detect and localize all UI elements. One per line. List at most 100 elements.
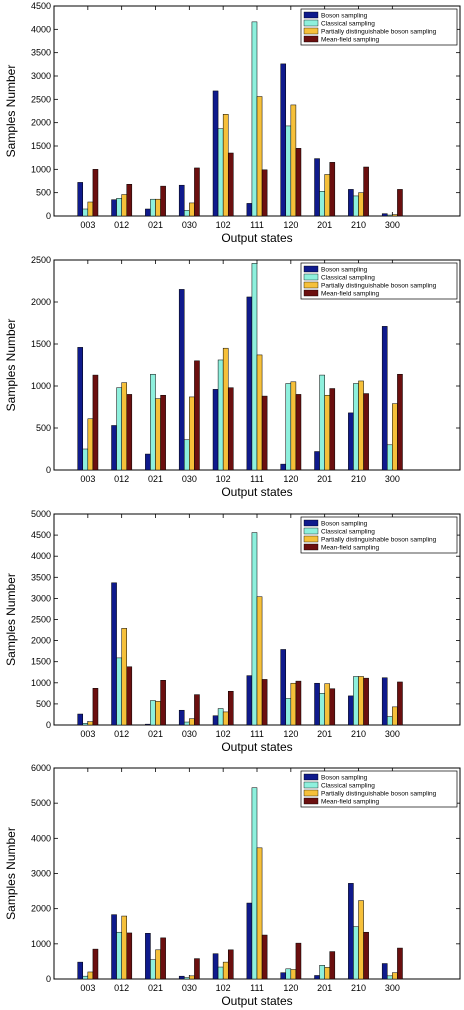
y-tick-label: 3000 [31, 869, 51, 879]
bar-102-series-4 [227, 387, 234, 471]
bar-210-series-3 [358, 900, 364, 980]
bar-012-series-2 [116, 198, 122, 217]
bar-210-series-4 [363, 677, 369, 726]
bar-003-series-2 [82, 448, 89, 471]
bar-021-series-4 [160, 680, 166, 726]
bar-012-series-4 [126, 394, 133, 471]
bar-012-series-1 [111, 914, 117, 980]
y-tick-label: 0 [46, 211, 51, 221]
x-tick-label: 102 [216, 983, 231, 993]
y-tick-label: 4000 [31, 551, 51, 561]
y-tick-label: 1000 [31, 164, 51, 174]
bar-300-series-2 [387, 444, 393, 471]
bar-102-series-3 [222, 347, 229, 471]
legend [300, 516, 458, 554]
bar-021-series-1 [145, 933, 151, 980]
bar-111-series-2 [251, 532, 258, 726]
bar-111-series-4 [261, 679, 268, 726]
bar-012-series-3 [121, 915, 127, 980]
bar-201-series-1 [314, 682, 320, 726]
legend-swatch [303, 273, 319, 281]
bar-021-series-3 [155, 949, 161, 980]
y-axis-label: Samples Number [4, 319, 18, 412]
legend-entry: Boson sampling [321, 267, 368, 274]
x-tick-label: 030 [182, 220, 197, 230]
bar-201-series-2 [319, 693, 325, 726]
bar-300-series-3 [392, 706, 398, 726]
bar-030-series-3 [189, 202, 195, 217]
legend-entry: Mean-field sampling [321, 545, 380, 552]
bar-021-series-2 [150, 700, 156, 726]
bar-210-series-4 [363, 931, 369, 980]
bar-201-series-4 [329, 388, 336, 471]
x-tick-label: 021 [148, 220, 163, 230]
y-tick-label: 500 [36, 699, 51, 709]
bar-120-series-2 [285, 125, 292, 217]
y-tick-label: 500 [36, 188, 51, 198]
legend-swatch [303, 289, 319, 297]
bar-201-series-1 [314, 975, 320, 980]
bar-012-series-1 [111, 425, 117, 471]
bar-030-series-1 [178, 709, 185, 726]
x-tick-label: 003 [80, 220, 95, 230]
bar-300-series-3 [392, 972, 398, 980]
bar-003-series-3 [87, 201, 94, 217]
bar-030-series-3 [189, 396, 195, 471]
x-tick-label: 111 [250, 220, 264, 230]
y-tick-label: 3500 [31, 48, 51, 58]
bar-300-series-2 [387, 975, 393, 980]
y-tick-label: 1500 [31, 141, 51, 151]
x-tick-label: 111 [250, 729, 264, 739]
x-tick-label: 102 [216, 220, 231, 230]
bar-021-series-4 [160, 185, 166, 217]
bar-102-series-1 [212, 715, 219, 726]
bar-030-series-1 [178, 184, 185, 217]
chart-panel-2: 0 500 1000 1500 2000 2500 003 012 021 030 102 111 12… [4, 255, 461, 499]
bar-003-series-4 [92, 688, 99, 726]
x-tick-label: 201 [317, 220, 332, 230]
legend [300, 262, 458, 300]
bar-012-series-2 [116, 931, 122, 980]
bar-030-series-4 [194, 958, 200, 980]
x-tick-label: 210 [351, 983, 366, 993]
chart-panel-4: 0 1000 2000 3000 4000 5000 6000 003 012 021 030 102… [4, 763, 461, 1008]
bar-120-series-2 [285, 383, 292, 471]
bar-111-series-1 [246, 675, 253, 726]
y-tick-label: 2500 [31, 615, 51, 625]
y-tick-label: 4000 [31, 833, 51, 843]
legend-entry: Mean-field sampling [321, 799, 380, 806]
x-tick-label: 021 [148, 983, 163, 993]
x-tick-label: 201 [317, 474, 332, 484]
bar-012-series-1 [111, 199, 117, 217]
bar-111-series-3 [256, 354, 263, 471]
bar-003-series-1 [77, 961, 84, 980]
bar-120-series-1 [280, 63, 287, 217]
x-tick-label: 120 [283, 474, 298, 484]
bar-201-series-1 [314, 158, 320, 217]
bar-210-series-1 [348, 695, 354, 726]
bar-102-series-4 [227, 949, 234, 980]
y-tick-label: 1000 [31, 381, 51, 391]
bar-030-series-4 [194, 694, 200, 726]
x-tick-label: 210 [351, 474, 366, 484]
bar-201-series-3 [324, 174, 330, 217]
bar-120-series-4 [295, 680, 302, 726]
legend-entry: Classical sampling [321, 21, 375, 28]
x-axis-label: Output states [221, 994, 292, 1008]
y-tick-label: 5000 [31, 509, 51, 519]
x-axis-label: Output states [221, 740, 292, 754]
y-tick-label: 2000 [31, 297, 51, 307]
x-tick-label: 201 [317, 729, 332, 739]
x-tick-label: 300 [385, 983, 400, 993]
x-tick-label: 210 [351, 729, 366, 739]
bar-210-series-2 [353, 195, 359, 217]
bar-120-series-1 [280, 649, 287, 726]
bar-120-series-2 [285, 698, 292, 726]
bar-021-series-3 [155, 701, 161, 726]
bar-120-series-4 [295, 148, 302, 217]
legend-swatch [303, 527, 319, 535]
x-tick-label: 012 [114, 220, 129, 230]
bar-021-series-4 [160, 394, 166, 471]
y-axis-label: Samples Number [4, 573, 18, 666]
